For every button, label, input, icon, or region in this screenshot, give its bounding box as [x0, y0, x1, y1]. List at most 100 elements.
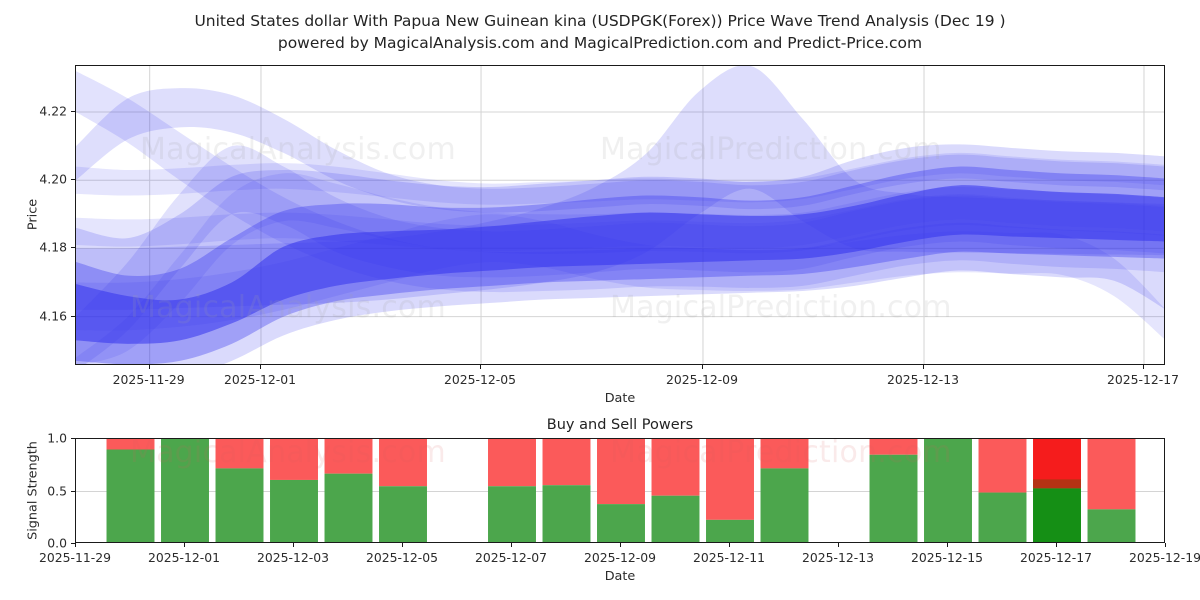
y-tick-label: 1.0 — [47, 430, 67, 446]
buy-sell-bar[interactable] — [542, 439, 591, 543]
buy-sell-bar[interactable] — [488, 439, 536, 543]
x-tick-mark — [947, 543, 948, 547]
buy-power-segment — [542, 485, 591, 542]
sell-power-segment — [324, 439, 373, 474]
wave-band — [76, 66, 1164, 310]
wave-band — [76, 185, 1164, 344]
buy-power-segment — [324, 473, 373, 542]
y-tick-label: 0.5 — [47, 483, 67, 498]
x-tick-label: 2025-12-05 — [365, 550, 439, 565]
wave-band — [76, 71, 1164, 293]
x-tick-mark — [259, 365, 261, 369]
sell-power-segment — [760, 439, 809, 469]
power-overlap-segment — [1033, 479, 1081, 489]
y-tick-mark — [71, 179, 75, 181]
x-tick-label: 2025-12-11 — [692, 550, 766, 565]
x-tick-label: 2025-12-17 — [1106, 372, 1179, 387]
y-tick-label: 0.0 — [47, 535, 67, 551]
x-tick-label: 2025-12-01 — [223, 372, 296, 387]
buy-sell-bar[interactable] — [760, 439, 809, 543]
sell-power-segment — [597, 439, 645, 505]
buy-power-segment — [924, 439, 972, 542]
x-tick-label: 2025-12-03 — [256, 550, 330, 565]
y-tick-mark — [71, 315, 75, 317]
buy-power-segment — [161, 439, 209, 542]
x-tick-label: 2025-12-09 — [583, 550, 657, 565]
price-wave-xaxis-label: Date — [604, 391, 636, 406]
x-tick-label: 2025-12-15 — [910, 550, 984, 565]
wave-band — [76, 173, 1164, 364]
x-tick-label: 2025-12-05 — [444, 372, 517, 387]
sell-power-segment — [379, 439, 427, 487]
x-tick-label: 2025-11-29 — [38, 550, 112, 565]
sell-power-segment — [215, 439, 264, 469]
wave-band — [76, 166, 1164, 364]
buy-sell-powers-title: Buy and Sell Powers — [546, 417, 694, 433]
x-tick-label: 2025-12-13 — [887, 372, 960, 387]
buy-sell-bar[interactable] — [161, 439, 209, 543]
x-tick-mark — [402, 543, 403, 547]
x-tick-mark — [701, 365, 703, 369]
sell-power-segment — [488, 439, 536, 487]
price-wave-gridlines — [76, 66, 1164, 364]
buy-sell-bar[interactable] — [1033, 439, 1081, 543]
buy-sell-bar[interactable] — [597, 439, 645, 543]
figure-title-line-1: United States dollar With Papua New Guin… — [194, 12, 1006, 30]
buy-power-segment — [651, 495, 700, 542]
x-tick-mark — [480, 365, 482, 369]
buy-power-segment — [869, 454, 918, 542]
buy-power-segment — [978, 492, 1027, 542]
figure-title-line-2: powered by MagicalAnalysis.com and Magic… — [277, 34, 923, 52]
sell-power-segment — [651, 439, 700, 496]
x-tick-label: 2025-12-07 — [474, 550, 548, 565]
buy-sell-bar[interactable] — [869, 439, 918, 543]
y-tick-label: 4.22 — [39, 103, 67, 119]
sell-power-segment — [1087, 439, 1136, 510]
price-wave-plot-area — [75, 65, 1165, 365]
wave-band — [76, 88, 1164, 213]
buy-sell-bar[interactable] — [270, 439, 318, 543]
buy-power-segment — [488, 486, 536, 542]
x-tick-label: 2025-11-29 — [112, 372, 185, 387]
y-tick-label: 4.18 — [39, 239, 67, 255]
price-wave-svg — [76, 66, 1164, 364]
buy-sell-bar[interactable] — [215, 439, 264, 543]
buy-sell-bar[interactable] — [978, 439, 1027, 543]
buy-sell-bar[interactable] — [1087, 439, 1136, 543]
wave-band — [76, 194, 1164, 252]
y-tick-mark — [71, 247, 75, 249]
wave-band — [76, 152, 1164, 205]
buy-power-segment — [1033, 488, 1081, 542]
buy-sell-bar[interactable] — [379, 439, 427, 543]
buy-sell-bar[interactable] — [324, 439, 373, 543]
sell-power-segment — [978, 439, 1027, 493]
x-tick-label: 2025-12-09 — [665, 372, 738, 387]
buy-power-segment — [215, 468, 264, 542]
buy-sell-bar[interactable] — [651, 439, 700, 543]
x-tick-mark — [511, 543, 512, 547]
buy-sell-powers-svg — [76, 439, 1164, 543]
figure-title: United States dollar With Papua New Guin… — [0, 10, 1200, 54]
x-tick-label: 2025-12-01 — [147, 550, 221, 565]
x-tick-mark — [838, 543, 839, 547]
buy-power-segment — [760, 468, 809, 542]
x-tick-mark — [1056, 543, 1057, 547]
x-tick-mark — [75, 543, 76, 547]
buy-sell-bar[interactable] — [924, 439, 972, 543]
buy-sell-powers-yaxis-label: Signal Strength — [25, 440, 41, 540]
buy-sell-bar[interactable] — [706, 439, 754, 543]
y-tick-mark — [71, 111, 75, 113]
x-tick-mark — [923, 365, 925, 369]
y-tick-mark — [71, 438, 75, 439]
wave-band — [76, 214, 1164, 339]
buy-sell-bar[interactable] — [106, 439, 155, 543]
x-tick-mark — [1165, 543, 1166, 547]
y-tick-label: 4.20 — [39, 171, 67, 187]
x-tick-mark — [1142, 365, 1144, 369]
sell-power-segment — [542, 439, 591, 486]
buy-power-segment — [106, 449, 155, 542]
buy-sell-powers-plot-area — [75, 438, 1165, 543]
x-tick-mark — [729, 543, 730, 547]
sell-power-segment — [706, 439, 754, 520]
